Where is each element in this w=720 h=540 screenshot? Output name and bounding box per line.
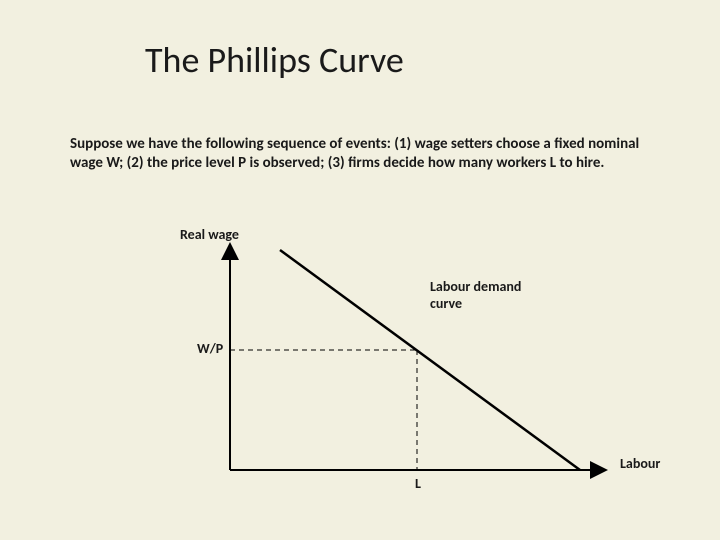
x-axis-title: Labour <box>620 455 660 472</box>
page-title: The Phillips Curve <box>145 38 404 82</box>
wp-label: W/P <box>197 340 223 357</box>
body-paragraph: Suppose we have the following sequence o… <box>70 135 645 173</box>
l-label: L <box>415 475 421 492</box>
demand-curve-label: Labour demand curve <box>430 278 550 312</box>
y-axis-title: Real wage <box>180 226 239 243</box>
